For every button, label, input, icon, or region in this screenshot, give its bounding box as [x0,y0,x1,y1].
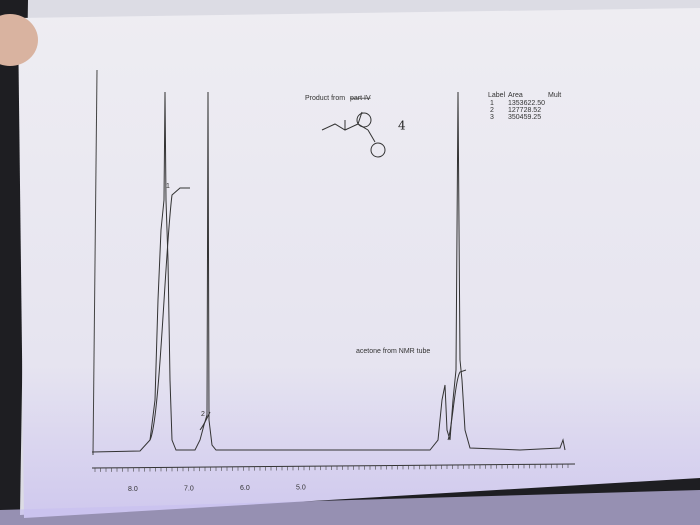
x-axis-label: 6.0 [240,485,250,492]
integral [149,187,190,441]
ring [356,112,372,128]
table-cell: 1 [490,100,494,107]
x-axis-labels: 8.0 7.0 6.0 5.0 [128,484,306,493]
table-header: Area [508,92,523,99]
paper-edge [0,490,700,525]
peak-label: 2 [201,411,205,418]
table-header: Label [488,92,506,99]
table-cell: 3 [490,114,494,121]
peak-label: 1 [166,183,170,190]
ring [370,142,386,158]
integral [447,369,467,441]
x-axis [91,463,576,469]
x-ticks [94,464,569,472]
integral [199,411,211,431]
title-struck: part IV [350,95,371,102]
structure-sketch [321,111,376,143]
table-header: Mult [548,92,561,99]
integral-table: Label Area Mult 1 1353622.50 2 127728.52 3 35045… [488,92,561,121]
table-cell: 350459.25 [508,114,541,121]
table-cell: 1353622.50 [508,100,545,107]
paper [18,8,700,518]
title-prefix: Product from [305,95,345,102]
left-axis [92,69,98,456]
finger [0,14,38,66]
table-cell: 127728.52 [508,107,541,114]
handwritten-note: 4 [398,119,406,133]
annotation: acetone from NMR tube [356,348,430,355]
x-axis-label: 5.0 [296,484,306,491]
x-axis-label: 8.0 [128,486,138,493]
spectrum [91,91,566,453]
x-axis-label: 7.0 [184,485,194,492]
table-cell: 2 [490,107,494,114]
